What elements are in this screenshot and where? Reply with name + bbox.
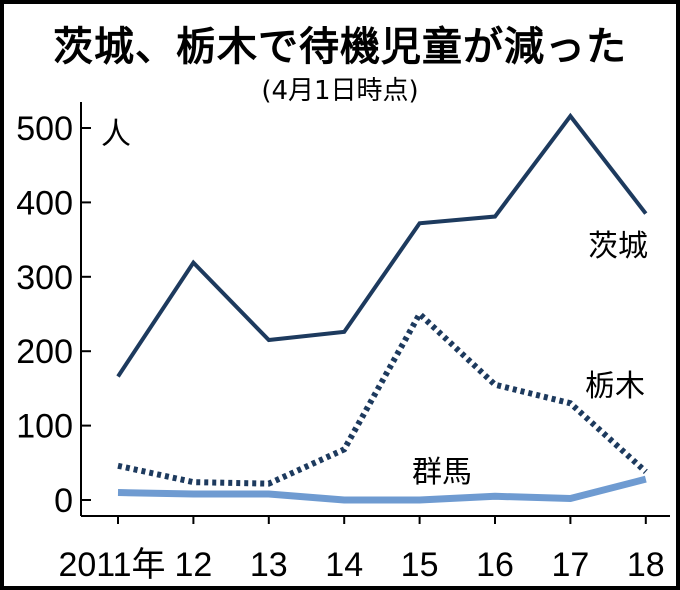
series-lines (116, 112, 648, 504)
series-label-茨城: 茨城 (588, 229, 648, 264)
y-tick-label: 400 (16, 184, 73, 222)
y-tick-label: 200 (16, 333, 73, 371)
series-label-群馬: 群馬 (412, 455, 472, 490)
y-tick-label: 500 (16, 110, 73, 148)
axes (80, 102, 670, 524)
x-tick-label: 13 (250, 546, 288, 584)
x-tick-label: 15 (401, 546, 439, 584)
chart-title: 茨城、栃木で待機児童が減った (53, 24, 627, 70)
series-line-栃木 (117, 309, 648, 487)
series-line-群馬 (117, 475, 647, 504)
x-tick-label: 14 (325, 546, 363, 584)
chart-subtitle: (4月1日時点) (261, 76, 419, 106)
x-tick-label: 18 (627, 546, 665, 584)
x-tick-label: 12 (174, 546, 212, 584)
line-chart: 0 100 200 300 400 500 人 2011年 12 13 14 15 16 17 18 茨城栃… (16, 102, 670, 584)
series-label-栃木: 栃木 (585, 369, 645, 404)
x-tick-label: 2011年 (58, 546, 165, 584)
x-tick-label: 17 (551, 546, 589, 584)
tick-labels: 0 100 200 300 400 500 人 2011年 12 13 14 15 16 17 18 (16, 110, 664, 584)
y-tick-label: 100 (16, 408, 73, 446)
x-tick-label: 16 (476, 546, 514, 584)
series-line-茨城 (116, 112, 648, 378)
y-tick-label: 300 (16, 259, 73, 297)
y-unit-label: 人 (101, 117, 131, 152)
chart-panel: 茨城、栃木で待機児童が減った (4月1日時点) 0 100 200 300 400 500… (4, 4, 676, 586)
y-tick-label: 0 (54, 482, 73, 520)
